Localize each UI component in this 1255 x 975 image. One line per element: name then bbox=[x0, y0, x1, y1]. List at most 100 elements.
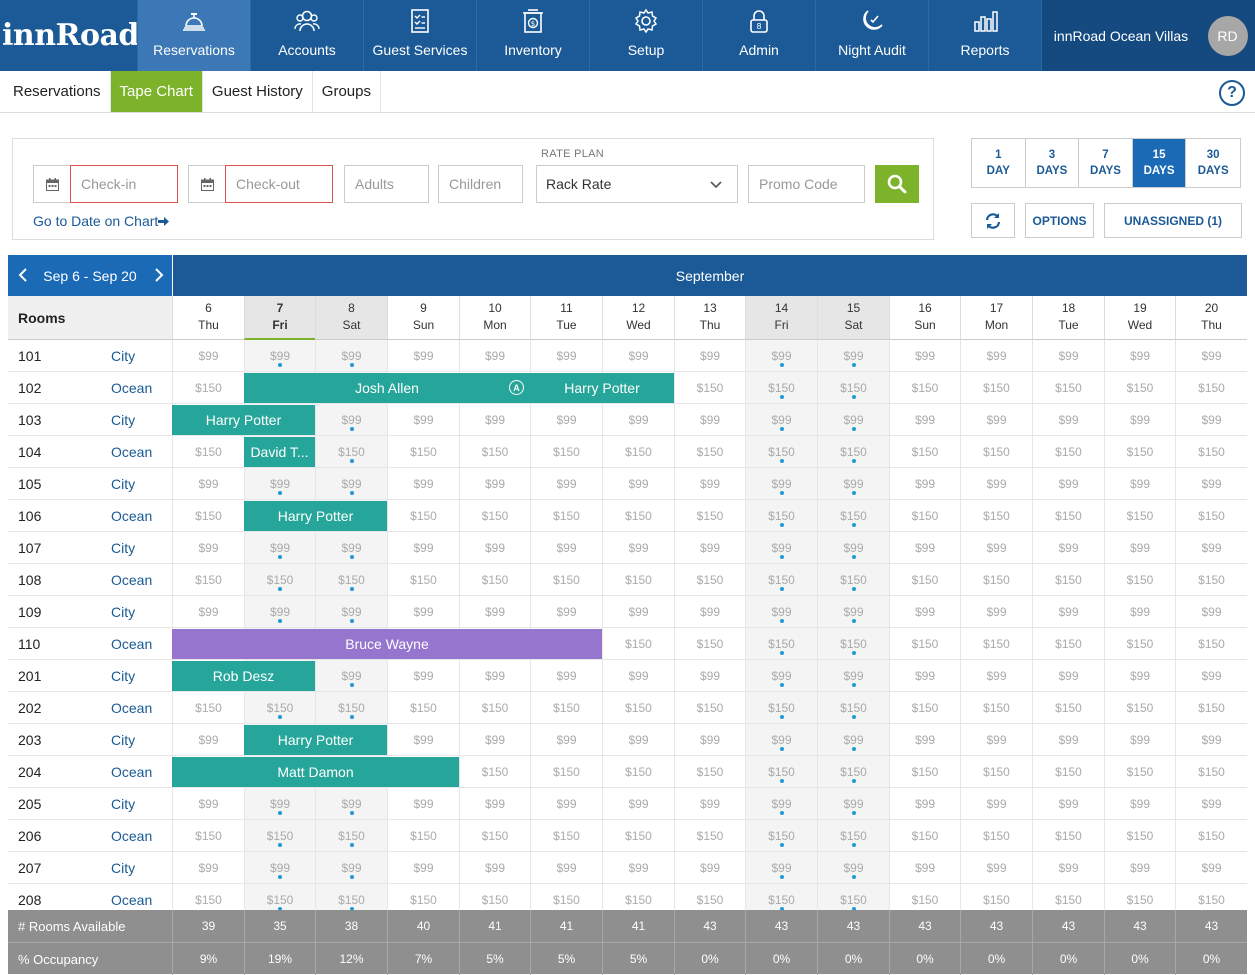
rate-cell[interactable]: $150 bbox=[172, 372, 244, 404]
rate-cell[interactable]: $99 bbox=[1175, 852, 1247, 884]
nav-admin[interactable]: 8 Admin bbox=[702, 0, 815, 71]
room-number[interactable]: 206 bbox=[8, 820, 108, 852]
rate-cell[interactable]: $150 bbox=[889, 372, 960, 404]
rate-cell[interactable]: $99 bbox=[1104, 724, 1175, 756]
rate-cell[interactable]: $99 bbox=[745, 660, 817, 692]
rate-cell[interactable]: $99 bbox=[817, 788, 889, 820]
rate-cell[interactable]: $150 bbox=[1175, 564, 1247, 596]
rate-cell[interactable]: $99 bbox=[530, 532, 602, 564]
rate-cell[interactable]: $99 bbox=[889, 404, 960, 436]
rate-cell[interactable]: $150 bbox=[889, 692, 960, 724]
rate-cell[interactable]: $150 bbox=[602, 500, 674, 532]
reservation-block[interactable]: David T... bbox=[244, 437, 315, 467]
rate-cell[interactable]: $150 bbox=[530, 564, 602, 596]
search-button[interactable] bbox=[875, 165, 919, 203]
rate-cell[interactable]: $150 bbox=[602, 628, 674, 660]
rate-cell[interactable]: $99 bbox=[960, 404, 1032, 436]
rate-cell[interactable]: $99 bbox=[889, 468, 960, 500]
children-input[interactable]: Children bbox=[438, 165, 523, 203]
rate-cell[interactable]: $150 bbox=[172, 564, 244, 596]
rate-cell[interactable]: $99 bbox=[889, 340, 960, 372]
rate-cell[interactable]: $99 bbox=[387, 788, 459, 820]
rate-cell[interactable]: $150 bbox=[1104, 692, 1175, 724]
rate-cell[interactable]: $99 bbox=[817, 468, 889, 500]
rate-cell[interactable]: $150 bbox=[817, 692, 889, 724]
rate-cell[interactable]: $99 bbox=[1104, 596, 1175, 628]
go-to-date-link[interactable]: Go to Date on Chart bbox=[33, 213, 170, 229]
checkout-input[interactable]: Check-out bbox=[225, 165, 333, 203]
refresh-button[interactable] bbox=[971, 203, 1015, 238]
rate-cell[interactable]: $150 bbox=[674, 628, 745, 660]
date-header[interactable]: 7 Fri bbox=[244, 296, 315, 340]
room-type[interactable]: City bbox=[108, 788, 172, 820]
rate-cell[interactable]: $99 bbox=[1032, 404, 1104, 436]
date-header[interactable]: 9 Sun bbox=[387, 296, 459, 340]
rate-cell[interactable]: $150 bbox=[1175, 820, 1247, 852]
rate-cell[interactable]: $150 bbox=[960, 628, 1032, 660]
rate-cell[interactable]: $99 bbox=[817, 724, 889, 756]
rate-cell[interactable]: $99 bbox=[602, 724, 674, 756]
rate-cell[interactable]: $99 bbox=[387, 532, 459, 564]
rate-cell[interactable]: $99 bbox=[1032, 596, 1104, 628]
date-header[interactable]: 10 Mon bbox=[459, 296, 530, 340]
rate-cell[interactable]: $99 bbox=[602, 468, 674, 500]
rate-cell[interactable]: $99 bbox=[244, 468, 315, 500]
rate-cell[interactable]: $99 bbox=[530, 788, 602, 820]
rate-cell[interactable]: $150 bbox=[459, 692, 530, 724]
chevron-right-icon[interactable] bbox=[154, 268, 164, 282]
days-1-button[interactable]: 1 DAY bbox=[972, 139, 1026, 187]
rate-cell[interactable]: $150 bbox=[745, 820, 817, 852]
room-type[interactable]: Ocean bbox=[108, 564, 172, 596]
rate-cell[interactable]: $150 bbox=[387, 564, 459, 596]
calendar-icon[interactable] bbox=[188, 165, 225, 203]
tab-tape-chart[interactable]: Tape Chart bbox=[110, 71, 203, 112]
rate-cell[interactable]: $150 bbox=[1175, 436, 1247, 468]
date-header[interactable]: 16 Sun bbox=[889, 296, 960, 340]
rate-cell[interactable]: $150 bbox=[889, 628, 960, 660]
date-header[interactable]: 13 Thu bbox=[674, 296, 745, 340]
rate-cell[interactable]: $150 bbox=[387, 820, 459, 852]
rate-cell[interactable]: $150 bbox=[1104, 756, 1175, 788]
tab-groups[interactable]: Groups bbox=[313, 71, 381, 112]
rate-cell[interactable]: $150 bbox=[674, 756, 745, 788]
room-type[interactable]: City bbox=[108, 532, 172, 564]
reservation-block[interactable]: Harry Potter bbox=[530, 373, 674, 403]
days-15-button[interactable]: 15 DAYS bbox=[1132, 139, 1187, 187]
rate-cell[interactable]: $99 bbox=[960, 724, 1032, 756]
rate-cell[interactable]: $150 bbox=[387, 500, 459, 532]
rate-cell[interactable]: $99 bbox=[674, 788, 745, 820]
rate-cell[interactable]: $150 bbox=[244, 692, 315, 724]
room-number[interactable]: 102 bbox=[8, 372, 108, 404]
rate-cell[interactable]: $99 bbox=[387, 852, 459, 884]
rate-cell[interactable]: $150 bbox=[315, 820, 387, 852]
rate-cell[interactable]: $99 bbox=[244, 340, 315, 372]
room-type[interactable]: Ocean bbox=[108, 500, 172, 532]
rate-cell[interactable]: $99 bbox=[315, 404, 387, 436]
rate-cell[interactable]: $99 bbox=[1032, 468, 1104, 500]
rate-cell[interactable]: $150 bbox=[817, 564, 889, 596]
rate-cell[interactable]: $150 bbox=[1104, 564, 1175, 596]
room-type[interactable]: City bbox=[108, 340, 172, 372]
rate-cell[interactable]: $150 bbox=[602, 436, 674, 468]
rate-cell[interactable]: $99 bbox=[1175, 660, 1247, 692]
date-header[interactable]: 19 Wed bbox=[1104, 296, 1175, 340]
rate-cell[interactable]: $150 bbox=[889, 500, 960, 532]
rate-cell[interactable]: $99 bbox=[602, 404, 674, 436]
rate-cell[interactable]: $99 bbox=[315, 468, 387, 500]
rate-cell[interactable]: $99 bbox=[244, 596, 315, 628]
checkin-input[interactable]: Check-in bbox=[70, 165, 178, 203]
rate-cell[interactable]: $150 bbox=[172, 500, 244, 532]
date-header[interactable]: 14 Fri bbox=[745, 296, 817, 340]
date-header[interactable]: 6 Thu bbox=[172, 296, 244, 340]
date-header[interactable]: 20 Thu bbox=[1175, 296, 1247, 340]
rate-cell[interactable]: $150 bbox=[674, 436, 745, 468]
unassigned-button[interactable]: UNASSIGNED (1) bbox=[1104, 203, 1242, 238]
rate-cell[interactable]: $99 bbox=[1104, 852, 1175, 884]
rate-cell[interactable]: $150 bbox=[459, 500, 530, 532]
room-type[interactable]: Ocean bbox=[108, 372, 172, 404]
rate-cell[interactable]: $99 bbox=[315, 852, 387, 884]
date-header[interactable]: 12 Wed bbox=[602, 296, 674, 340]
date-header[interactable]: 11 Tue bbox=[530, 296, 602, 340]
rate-cell[interactable]: $99 bbox=[387, 596, 459, 628]
rate-cell[interactable]: $150 bbox=[1104, 436, 1175, 468]
